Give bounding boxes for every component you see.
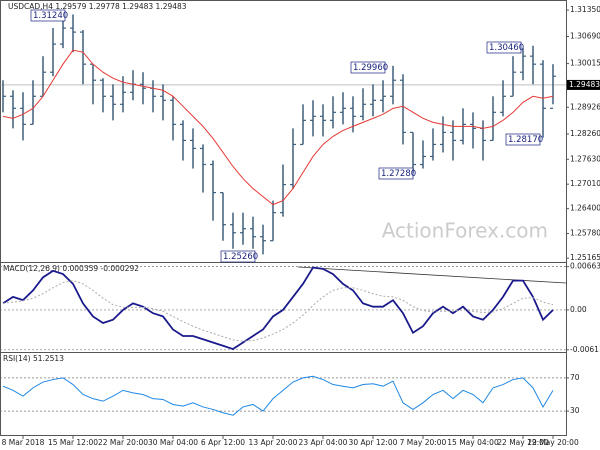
chart-title: USDCAD,H4 1.29579 1.29778 1.29483 1.2948… [8, 2, 187, 11]
annotation-box [350, 61, 386, 74]
annotation: 1.25260 [223, 252, 258, 262]
y-tick-label: 0.006639 [570, 262, 600, 271]
watermark: ActionForex.com [382, 219, 548, 243]
x-tick-label: 15 May 04:00 [447, 438, 499, 447]
y-tick-label: 1.30015 [570, 59, 600, 68]
annotation-box [486, 41, 522, 54]
y-tick-label: 1.27010 [570, 179, 600, 188]
y-tick-label: 1.28926 [570, 102, 600, 111]
y-tick-label: 1.31350 [570, 5, 600, 14]
annotation-box [30, 9, 66, 22]
x-tick-label: 7 May 20:00 [400, 438, 447, 447]
y-tick-label: 70 [570, 373, 580, 382]
y-tick-label: 1.26400 [570, 204, 600, 213]
annotation: 1.27280 [381, 169, 416, 179]
rsi-title: RSI(14) 51.2513 [3, 354, 64, 363]
moving-average [2, 49, 554, 206]
annotation-box [378, 167, 414, 180]
annotation-box [220, 250, 256, 263]
x-tick-label: 13 Apr 20:00 [249, 438, 298, 447]
rsi-line [2, 375, 554, 416]
x-tick-label: 22 Mar 20:00 [98, 438, 148, 447]
x-tick-label: 29 May 20:00 [527, 438, 579, 447]
annotation-box [505, 133, 541, 146]
annotation: 1.29960 [353, 63, 388, 73]
annotation: 1.28170 [508, 135, 543, 145]
x-tick-label: 8 Mar 2018 [2, 438, 45, 447]
annotation: 1.30460 [489, 43, 524, 53]
macd-title: MACD(12,26,9) 0.000359 -0.000292 [3, 264, 139, 273]
y-tick-label: 1.27630 [570, 154, 600, 163]
y-tick-label: 1.30690 [570, 32, 600, 41]
x-tick-label: 30 Apr 12:00 [349, 438, 398, 447]
macd-line [2, 280, 554, 342]
y-tick-label: 0.00 [570, 305, 587, 314]
y-tick-label: 30 [570, 406, 580, 415]
x-tick-label: 15 Mar 12:00 [48, 438, 98, 447]
y-tick-label: 1.28260 [570, 129, 600, 138]
x-tick-label: 6 Apr 12:00 [201, 438, 245, 447]
current-price-box [567, 79, 600, 90]
x-tick-label: 30 Mar 04:00 [148, 438, 198, 447]
y-tick-label: 1.25780 [570, 229, 600, 238]
macd-line [2, 266, 554, 351]
current-price-label: 1.29483 [569, 80, 600, 89]
y-tick-label: 1.25165 [570, 253, 600, 262]
annotation: 1.31240 [33, 11, 68, 21]
x-tick-label: 22 May 12:00 [497, 438, 549, 447]
plot-frame [0, 0, 567, 436]
y-tick-label: -0.006114 [570, 345, 600, 354]
x-tick-label: 23 Apr 04:00 [299, 438, 348, 447]
